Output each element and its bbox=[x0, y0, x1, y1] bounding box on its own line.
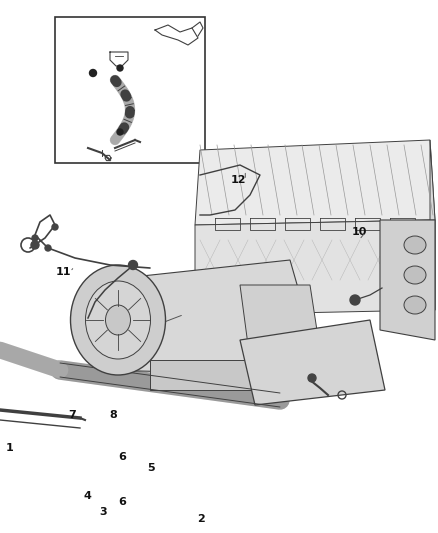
Ellipse shape bbox=[71, 265, 166, 375]
Polygon shape bbox=[430, 140, 435, 310]
Polygon shape bbox=[195, 140, 435, 225]
Circle shape bbox=[31, 241, 39, 249]
Polygon shape bbox=[380, 220, 435, 340]
Text: 3: 3 bbox=[99, 507, 107, 516]
Text: 7: 7 bbox=[68, 410, 76, 419]
Bar bbox=[55, 17, 205, 163]
Text: 5: 5 bbox=[147, 463, 155, 473]
Circle shape bbox=[308, 374, 316, 382]
Ellipse shape bbox=[404, 266, 426, 284]
Text: 2: 2 bbox=[198, 514, 205, 523]
Circle shape bbox=[128, 261, 138, 270]
Text: 6: 6 bbox=[119, 497, 127, 507]
Ellipse shape bbox=[85, 281, 151, 359]
Polygon shape bbox=[240, 320, 385, 405]
Text: 9: 9 bbox=[141, 321, 148, 331]
Polygon shape bbox=[150, 360, 295, 390]
Text: 8: 8 bbox=[109, 410, 117, 419]
Text: 12: 12 bbox=[231, 175, 247, 185]
Ellipse shape bbox=[404, 236, 426, 254]
Ellipse shape bbox=[106, 305, 131, 335]
Text: 4: 4 bbox=[84, 491, 92, 500]
Polygon shape bbox=[240, 285, 320, 360]
Circle shape bbox=[52, 224, 58, 230]
Polygon shape bbox=[90, 260, 310, 375]
Polygon shape bbox=[195, 220, 435, 315]
Ellipse shape bbox=[404, 296, 426, 314]
Text: 10: 10 bbox=[351, 227, 367, 237]
Circle shape bbox=[117, 129, 123, 135]
Circle shape bbox=[89, 69, 96, 77]
Text: 11: 11 bbox=[56, 267, 71, 277]
Text: 1: 1 bbox=[6, 443, 14, 453]
Circle shape bbox=[45, 245, 51, 251]
Circle shape bbox=[350, 295, 360, 305]
Circle shape bbox=[32, 235, 38, 241]
Text: 6: 6 bbox=[119, 452, 127, 462]
Circle shape bbox=[117, 65, 123, 71]
